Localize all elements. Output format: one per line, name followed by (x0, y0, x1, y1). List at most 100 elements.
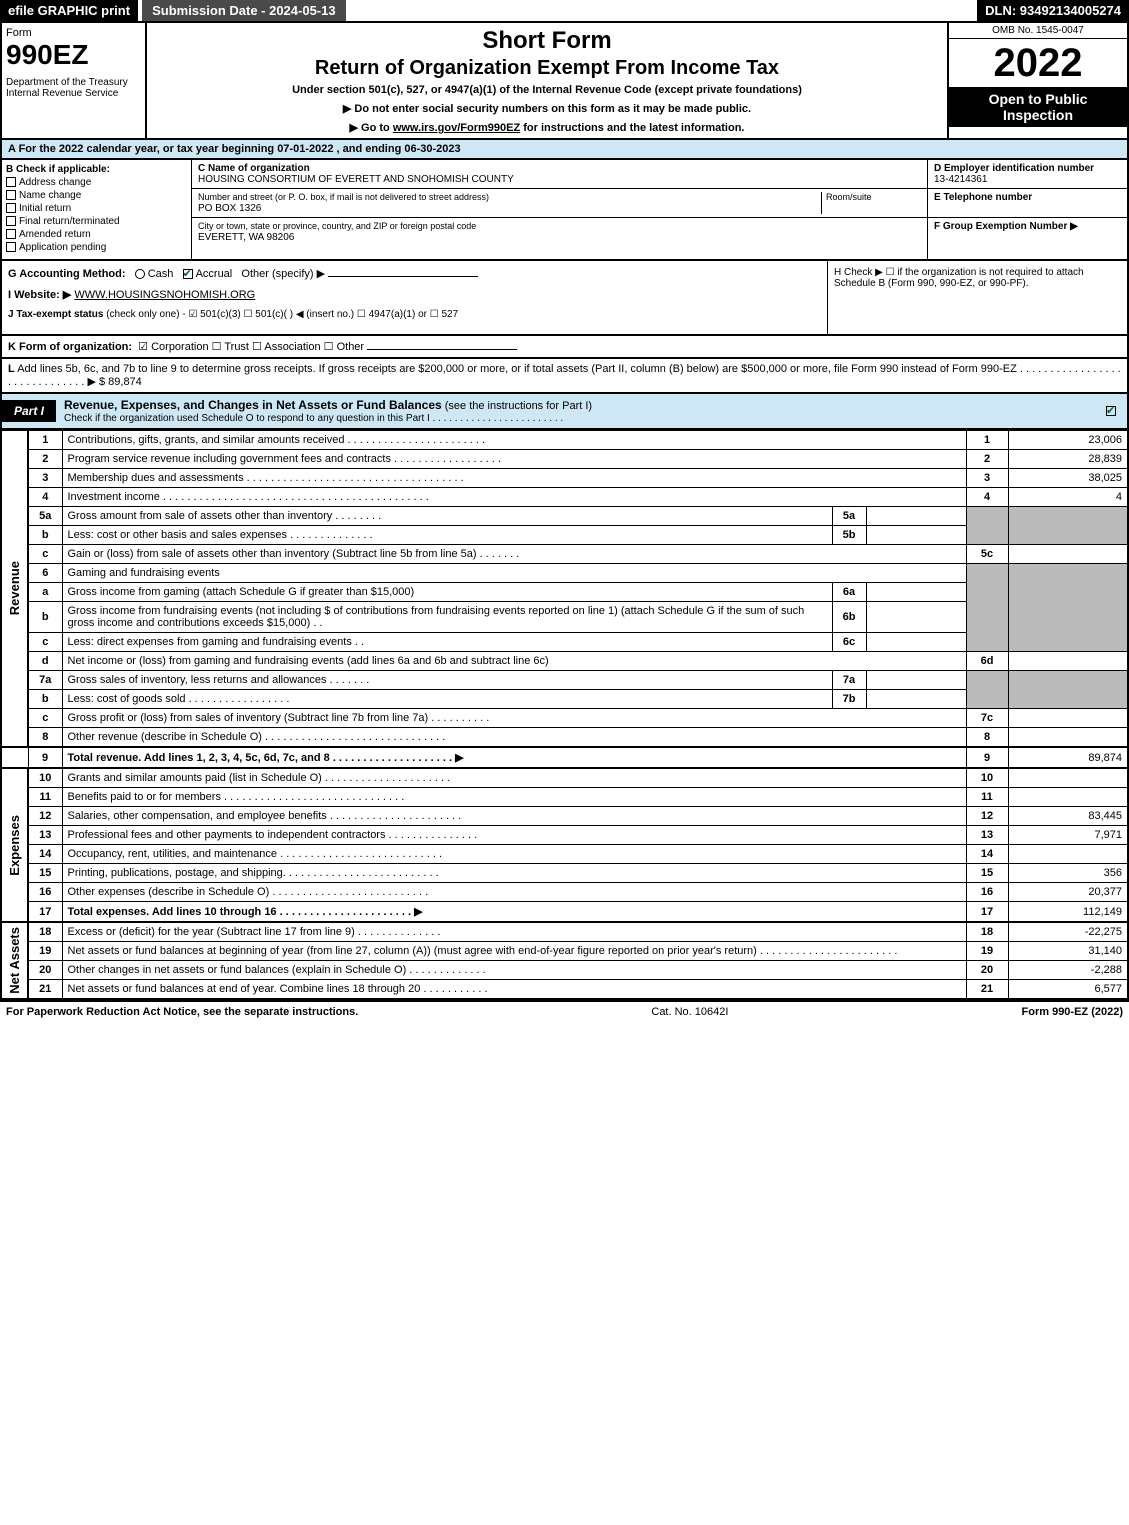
form-number: 990EZ (6, 39, 141, 71)
footer: For Paperwork Reduction Act Notice, see … (0, 1000, 1129, 1022)
note-ssn: ▶ Do not enter social security numbers o… (155, 102, 939, 115)
ln-10: 10 (28, 768, 62, 788)
other-org-input[interactable] (367, 349, 517, 350)
top-bar: efile GRAPHIC print Submission Date - 20… (0, 0, 1129, 23)
ln-6d: d (28, 652, 62, 671)
header-right: OMB No. 1545-0047 2022 Open to Public In… (947, 23, 1127, 138)
grey-7ab (966, 671, 1008, 709)
val-14 (1008, 845, 1128, 864)
ln-14: 14 (28, 845, 62, 864)
row-h: H Check ▶ ☐ if the organization is not r… (827, 261, 1127, 334)
desc-5a: Gross amount from sale of assets other t… (62, 507, 832, 526)
header-left: Form 990EZ Department of the Treasury In… (2, 23, 147, 138)
side-revenue: Revenue (1, 431, 28, 748)
subln-5a: 5a (832, 507, 866, 526)
f-label: F Group Exemption Number ▶ (934, 221, 1121, 232)
ln-8: 8 (28, 728, 62, 748)
radio-accrual[interactable] (183, 269, 193, 279)
chk-application-pending[interactable]: Application pending (6, 242, 187, 253)
greyval-5ab (1008, 507, 1128, 545)
open-inspection: Open to Public Inspection (949, 87, 1127, 127)
num-19: 19 (966, 942, 1008, 961)
ln-7c: c (28, 709, 62, 728)
num-17: 17 (966, 902, 1008, 923)
desc-10: Grants and similar amounts paid (list in… (62, 768, 966, 788)
val-3: 38,025 (1008, 469, 1128, 488)
ln-11: 11 (28, 788, 62, 807)
num-5c: 5c (966, 545, 1008, 564)
part1-header: Part I Revenue, Expenses, and Changes in… (0, 394, 1129, 430)
desc-18: Excess or (deficit) for the year (Subtra… (62, 922, 966, 942)
val-6d (1008, 652, 1128, 671)
desc-13: Professional fees and other payments to … (62, 826, 966, 845)
num-11: 11 (966, 788, 1008, 807)
tax-year: 2022 (949, 39, 1127, 87)
part1-tab: Part I (2, 400, 56, 422)
num-16: 16 (966, 883, 1008, 902)
section-bcdef: B Check if applicable: Address change Na… (0, 160, 1129, 261)
desc-5b: Less: cost or other basis and sales expe… (62, 526, 832, 545)
ln-2: 2 (28, 450, 62, 469)
val-17: 112,149 (1008, 902, 1128, 923)
dept-text: Department of the Treasury Internal Reve… (6, 77, 141, 99)
row-j: J Tax-exempt status (check only one) - ☑… (8, 309, 821, 320)
row-a: A For the 2022 calendar year, or tax yea… (0, 140, 1129, 160)
val-7c (1008, 709, 1128, 728)
num-4: 4 (966, 488, 1008, 507)
submission-date: Submission Date - 2024-05-13 (142, 0, 346, 21)
chk-final-return[interactable]: Final return/terminated (6, 216, 187, 227)
dln: DLN: 93492134005274 (977, 0, 1129, 21)
side-expenses: Expenses (1, 768, 28, 922)
subln-6c: 6c (832, 633, 866, 652)
header-mid: Short Form Return of Organization Exempt… (147, 23, 947, 138)
title-return: Return of Organization Exempt From Incom… (155, 57, 939, 80)
desc-7c: Gross profit or (loss) from sales of inv… (62, 709, 966, 728)
desc-11: Benefits paid to or for members . . . . … (62, 788, 966, 807)
ln-7b: b (28, 690, 62, 709)
ln-20: 20 (28, 961, 62, 980)
desc-19: Net assets or fund balances at beginning… (62, 942, 966, 961)
subln-7b: 7b (832, 690, 866, 709)
ln-7a: 7a (28, 671, 62, 690)
ln-17: 17 (28, 902, 62, 923)
subval-6b (866, 602, 966, 633)
val-20: -2,288 (1008, 961, 1128, 980)
val-1: 23,006 (1008, 431, 1128, 450)
desc-16: Other expenses (describe in Schedule O) … (62, 883, 966, 902)
val-9: 89,874 (1008, 747, 1128, 768)
grey-5ab (966, 507, 1008, 545)
website-link[interactable]: WWW.HOUSINGSNOHOMISH.ORG (74, 289, 255, 301)
ln-9: 9 (28, 747, 62, 768)
city-label: City or town, state or province, country… (198, 221, 476, 231)
efile-label[interactable]: efile GRAPHIC print (0, 0, 138, 21)
ln-16: 16 (28, 883, 62, 902)
desc-2: Program service revenue including govern… (62, 450, 966, 469)
desc-7b: Less: cost of goods sold . . . . . . . .… (62, 690, 832, 709)
desc-3: Membership dues and assessments . . . . … (62, 469, 966, 488)
desc-15: Printing, publications, postage, and shi… (62, 864, 966, 883)
part1-schedule-o-check[interactable] (1106, 405, 1119, 417)
chk-address-change[interactable]: Address change (6, 177, 187, 188)
num-20: 20 (966, 961, 1008, 980)
title-short-form: Short Form (155, 27, 939, 55)
val-2: 28,839 (1008, 450, 1128, 469)
other-method-input[interactable] (328, 276, 478, 277)
subln-6b: 6b (832, 602, 866, 633)
val-19: 31,140 (1008, 942, 1128, 961)
num-6d: 6d (966, 652, 1008, 671)
val-10 (1008, 768, 1128, 788)
omb-number: OMB No. 1545-0047 (949, 23, 1127, 39)
num-9: 9 (966, 747, 1008, 768)
desc-20: Other changes in net assets or fund bala… (62, 961, 966, 980)
desc-9: Total revenue. Add lines 1, 2, 3, 4, 5c,… (62, 747, 966, 768)
form-header: Form 990EZ Department of the Treasury In… (0, 23, 1129, 140)
irs-link[interactable]: www.irs.gov/Form990EZ (393, 122, 520, 134)
chk-name-change[interactable]: Name change (6, 190, 187, 201)
radio-cash[interactable] (135, 269, 145, 279)
num-12: 12 (966, 807, 1008, 826)
chk-initial-return[interactable]: Initial return (6, 203, 187, 214)
num-8: 8 (966, 728, 1008, 748)
desc-6b: Gross income from fundraising events (no… (62, 602, 832, 633)
chk-amended-return[interactable]: Amended return (6, 229, 187, 240)
val-8 (1008, 728, 1128, 748)
